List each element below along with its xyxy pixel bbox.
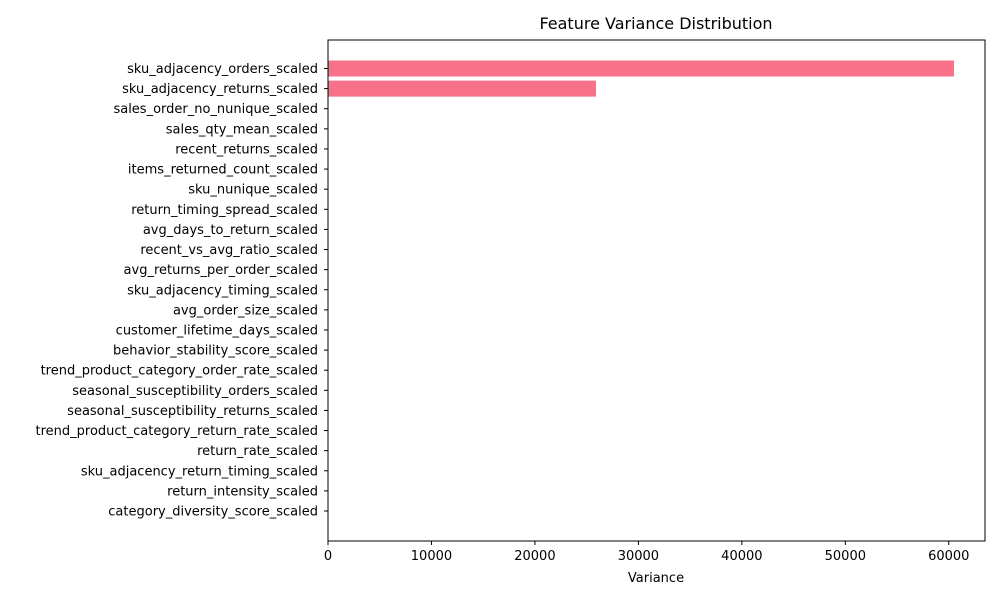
bar xyxy=(328,60,954,77)
bar xyxy=(328,80,596,97)
y-tick-label: category_diversity_score_scaled xyxy=(108,505,318,520)
x-tick-label: 60000 xyxy=(928,549,969,564)
y-tick-label: return_intensity_scaled xyxy=(167,484,318,499)
y-tick-label: trend_product_category_order_rate_scaled xyxy=(41,364,318,379)
x-axis-label: Variance xyxy=(628,571,684,586)
y-tick-label: seasonal_susceptibility_returns_scaled xyxy=(67,404,318,419)
y-tick-label: recent_returns_scaled xyxy=(175,142,318,157)
y-tick-label: sku_nunique_scaled xyxy=(188,183,318,198)
y-tick-label: customer_lifetime_days_scaled xyxy=(116,323,318,338)
y-tick-label: sales_order_no_nunique_scaled xyxy=(113,102,318,117)
bars-group xyxy=(328,60,954,97)
x-tick-label: 30000 xyxy=(618,549,659,564)
y-axis: sku_adjacency_orders_scaled sku_adjacency… xyxy=(35,62,328,520)
y-tick-label: behavior_stability_score_scaled xyxy=(113,344,318,359)
chart-title: Feature Variance Distribution xyxy=(539,14,772,33)
y-tick-label: return_timing_spread_scaled xyxy=(131,203,318,218)
x-tick-label: 20000 xyxy=(514,549,555,564)
plot-frame xyxy=(327,39,986,542)
x-tick-label: 40000 xyxy=(721,549,762,564)
y-tick-label: sku_adjacency_orders_scaled xyxy=(127,62,318,77)
y-tick-label: trend_product_category_return_rate_scale… xyxy=(35,424,318,439)
x-tick-label: 50000 xyxy=(825,549,866,564)
y-tick-label: avg_days_to_return_scaled xyxy=(143,223,318,238)
y-tick-label: avg_returns_per_order_scaled xyxy=(124,263,318,278)
x-tick-label: 10000 xyxy=(411,549,452,564)
x-tick-label: 0 xyxy=(324,549,332,564)
y-tick-label: sku_adjacency_returns_scaled xyxy=(122,82,318,97)
x-axis: 0 10000 20000 30000 40000 50000 60000 xyxy=(324,541,969,564)
y-tick-label: seasonal_susceptibility_orders_scaled xyxy=(72,384,318,399)
y-tick-label: sales_qty_mean_scaled xyxy=(166,122,318,137)
y-tick-label: return_rate_scaled xyxy=(197,444,318,459)
y-tick-label: avg_order_size_scaled xyxy=(173,303,318,318)
y-tick-label: items_returned_count_scaled xyxy=(128,163,318,178)
y-tick-label: recent_vs_avg_ratio_scaled xyxy=(140,243,318,258)
y-tick-label: sku_adjacency_timing_scaled xyxy=(127,283,318,298)
y-tick-label: sku_adjacency_return_timing_scaled xyxy=(81,464,318,479)
